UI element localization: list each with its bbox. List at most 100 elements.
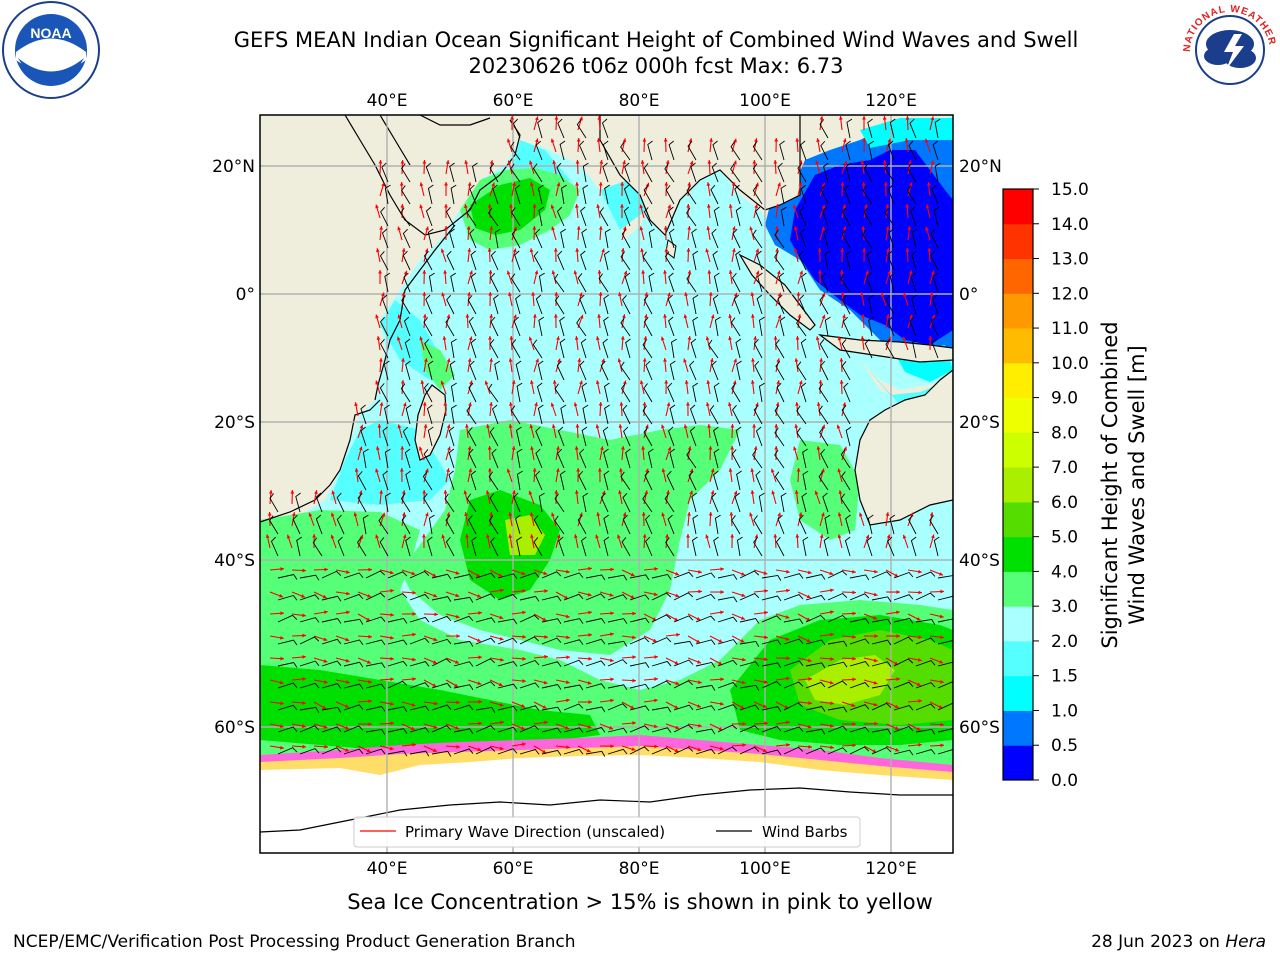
wind-barb — [823, 228, 830, 249]
wind-barb — [423, 449, 433, 469]
wind-barb — [777, 162, 785, 183]
wave-direction-arrowhead — [806, 617, 811, 621]
wave-direction-arrowhead — [279, 593, 284, 598]
wave-direction-arrowhead — [467, 292, 471, 296]
wind-barb — [401, 185, 411, 205]
wave-direction-arrowhead — [675, 725, 680, 730]
wind-barb — [384, 448, 391, 469]
wind-barb — [489, 493, 499, 513]
wind-barb — [667, 294, 675, 315]
wind-barb — [827, 592, 848, 601]
wind-barb — [820, 448, 829, 469]
wind-barb — [868, 140, 875, 161]
wave-direction-arrowhead — [489, 358, 494, 362]
wind-barb — [827, 680, 848, 689]
wind-barb — [863, 163, 873, 183]
wind-barb — [690, 162, 697, 183]
wave-direction-arrowhead — [531, 292, 536, 296]
wind-barb — [673, 640, 694, 647]
wind-barb — [915, 618, 936, 625]
wave-direction-arrowhead — [543, 571, 548, 576]
wind-barb — [343, 593, 364, 601]
wind-barb — [623, 184, 631, 205]
wind-barb — [713, 272, 720, 293]
wave-direction-arrowhead — [578, 292, 583, 297]
wave-direction-arrowhead — [686, 534, 690, 538]
wind-barb — [871, 702, 892, 711]
wave-direction-arrowhead — [610, 567, 614, 572]
wind-barb — [401, 515, 411, 535]
wave-direction-arrowhead — [623, 270, 628, 275]
wave-direction-arrowhead — [830, 588, 834, 593]
wave-direction-arrowhead — [940, 722, 944, 727]
coastline-sri-lanka — [665, 239, 677, 259]
wind-barb — [446, 294, 455, 315]
wind-barb — [673, 571, 694, 579]
wave-direction-arrowhead — [400, 380, 405, 384]
wave-direction-arrowhead — [663, 358, 667, 362]
wave-direction-arrowhead — [522, 634, 526, 639]
wave-direction-arrowhead — [819, 534, 824, 538]
wind-barb — [845, 426, 852, 447]
wave-direction-arrowhead — [564, 595, 569, 599]
wind-barb — [380, 339, 389, 359]
wind-barb — [910, 536, 917, 557]
wind-barb — [849, 746, 870, 755]
wind-barb — [648, 228, 655, 249]
wind-barb — [871, 639, 892, 646]
wave-direction-arrowhead — [645, 424, 649, 429]
wind-barb — [843, 382, 851, 403]
wind-barb — [603, 448, 609, 469]
wind-barb — [937, 728, 953, 733]
wave-direction-arrowhead — [510, 116, 514, 120]
wind-barb — [827, 640, 848, 647]
wind-barb — [664, 251, 675, 271]
wind-barb — [475, 681, 496, 689]
wind-barb — [799, 206, 807, 227]
wind-barb — [365, 639, 386, 646]
wind-barb — [625, 448, 631, 469]
wave-direction-arrowhead — [576, 468, 581, 472]
wave-direction-arrowhead — [667, 292, 671, 297]
wind-barb — [625, 338, 631, 359]
coastline-india — [599, 115, 801, 237]
wave-direction-arrowhead — [764, 589, 768, 593]
wave-direction-arrowhead — [401, 248, 406, 252]
wave-direction-arrowhead — [852, 656, 856, 661]
wave-direction-arrowhead — [444, 204, 448, 208]
wave-direction-arrowhead — [484, 380, 489, 385]
wave-direction-arrowhead — [642, 358, 647, 362]
wind-barb — [387, 680, 408, 689]
wave-direction-arrowhead — [512, 248, 517, 253]
wave-direction-arrowhead — [489, 512, 494, 516]
wave-direction-arrowhead — [818, 270, 822, 274]
wind-barb — [893, 594, 914, 601]
wave-direction-arrowhead — [654, 655, 658, 659]
wind-barb — [798, 250, 807, 271]
wave-direction-arrowhead — [640, 160, 645, 164]
wind-barb — [911, 250, 918, 271]
wind-barb — [651, 637, 672, 645]
wave-direction-arrowhead — [507, 138, 511, 143]
wind-barb — [934, 118, 941, 139]
wind-barb — [299, 617, 320, 623]
wave-direction-arrowhead — [280, 656, 284, 661]
wind-barb — [602, 426, 609, 447]
wind-barb — [497, 661, 518, 667]
wave-direction-arrowhead — [830, 657, 834, 661]
wind-barb — [541, 595, 562, 602]
wind-barb — [401, 163, 411, 183]
wave-direction-arrowhead — [808, 677, 812, 681]
wave-direction-arrowhead — [577, 358, 582, 362]
wave-direction-arrowhead — [674, 705, 679, 709]
wave-direction-arrowhead — [654, 677, 658, 681]
wave-direction-arrowhead — [929, 512, 934, 516]
wind-barb — [537, 360, 544, 381]
wind-barb — [620, 251, 631, 271]
wind-barb — [643, 295, 653, 315]
wind-barb — [711, 360, 719, 381]
wind-barb — [556, 206, 565, 227]
wind-barb — [427, 228, 434, 249]
wave-direction-arrowhead — [918, 569, 922, 574]
bottom-lon-label: 120°E — [865, 859, 917, 879]
